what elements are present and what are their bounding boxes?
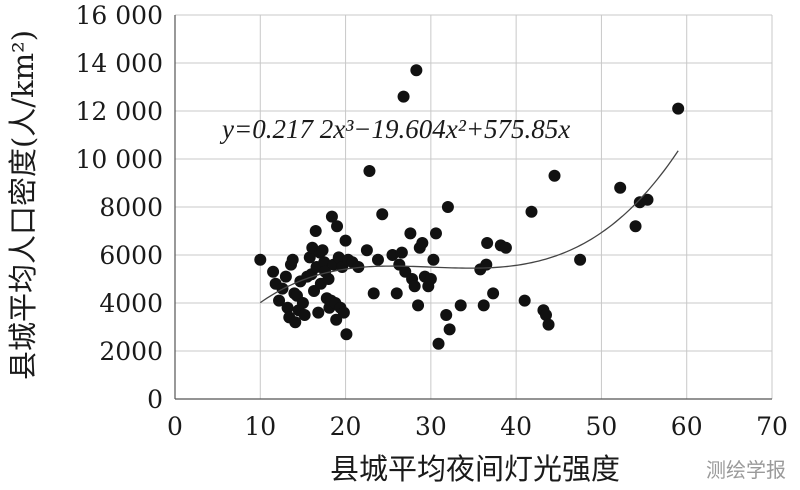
y-tick-label: 14 000 (76, 49, 163, 78)
y-tick-label: 10 000 (76, 145, 163, 174)
trendline-equation: y=0.217 2x³−19.604x²+575.85x (219, 114, 570, 144)
data-point (267, 265, 280, 278)
data-point (416, 237, 429, 249)
x-tick-label: 10 (244, 412, 276, 441)
data-point (408, 280, 421, 293)
data-point (395, 246, 408, 259)
data-point (254, 253, 267, 266)
data-point (325, 210, 338, 223)
x-tick-label: 20 (330, 412, 362, 441)
y-tick-label: 4000 (99, 289, 163, 318)
data-point (404, 227, 417, 240)
data-point (641, 193, 654, 206)
data-point (332, 251, 345, 264)
data-point (397, 90, 410, 103)
data-point (303, 251, 316, 264)
x-tick-label: 40 (500, 412, 532, 441)
y-tick-label: 12 000 (76, 97, 163, 126)
data-point (386, 249, 399, 261)
data-point (312, 306, 325, 319)
data-point (331, 220, 344, 233)
data-point (279, 270, 292, 283)
data-point (424, 273, 437, 285)
data-point (330, 313, 343, 326)
data-point (525, 205, 538, 218)
x-tick-label: 0 (167, 412, 183, 441)
data-point (376, 208, 389, 221)
data-point (273, 294, 286, 307)
data-point (443, 323, 456, 336)
data-point (432, 337, 445, 350)
watermark-text: 测绘学报 (706, 458, 786, 482)
data-point (337, 306, 350, 319)
data-point (390, 287, 403, 300)
data-point (454, 299, 467, 312)
y-tick-label: 8000 (99, 193, 163, 222)
y-tick-label: 16 000 (76, 1, 163, 30)
data-point (360, 244, 373, 257)
data-point (629, 220, 642, 233)
y-axis-title: 县城平均人口密度(人/km²) (6, 30, 40, 380)
data-point (477, 299, 490, 312)
data-point (539, 309, 552, 321)
data-point (429, 227, 442, 240)
y-tick-label: 0 (147, 385, 163, 414)
x-tick-label: 60 (671, 412, 703, 441)
data-point (339, 234, 352, 247)
data-point (499, 241, 512, 254)
data-point (286, 253, 299, 266)
data-point (574, 253, 587, 266)
data-point (427, 253, 440, 266)
data-point (481, 237, 494, 249)
x-tick-label: 70 (756, 412, 788, 441)
data-point (309, 225, 322, 237)
y-tick-label: 6000 (99, 241, 163, 270)
trendline (259, 150, 679, 304)
data-point (440, 309, 453, 321)
data-point (281, 301, 294, 314)
data-point (441, 201, 454, 213)
data-point (316, 244, 329, 257)
data-point (289, 316, 302, 329)
x-axis-title: 县城平均夜间灯光强度 (330, 452, 620, 486)
data-point (548, 169, 561, 182)
data-point (487, 287, 500, 300)
x-tick-labels: 0 10 20 30 40 50 60 70 (167, 412, 788, 441)
data-point (480, 258, 493, 271)
x-tick-label: 30 (415, 412, 447, 441)
x-tick-label: 50 (586, 412, 618, 441)
data-point (298, 309, 311, 321)
data-point (412, 299, 425, 312)
data-point (340, 328, 353, 341)
data-point (318, 256, 331, 269)
data-point (614, 181, 627, 194)
data-point (518, 294, 531, 307)
data-point (367, 287, 380, 300)
data-point (542, 318, 555, 331)
y-tick-labels: 0 2000 4000 6000 8000 10 000 12 000 14 000 16 00… (76, 1, 163, 414)
data-point (672, 102, 685, 115)
data-point (410, 64, 423, 77)
data-point (363, 165, 376, 177)
y-tick-label: 2000 (99, 337, 163, 366)
grid-lines (175, 14, 773, 399)
data-point (322, 273, 335, 285)
data-point (371, 253, 384, 266)
data-point (296, 297, 309, 309)
